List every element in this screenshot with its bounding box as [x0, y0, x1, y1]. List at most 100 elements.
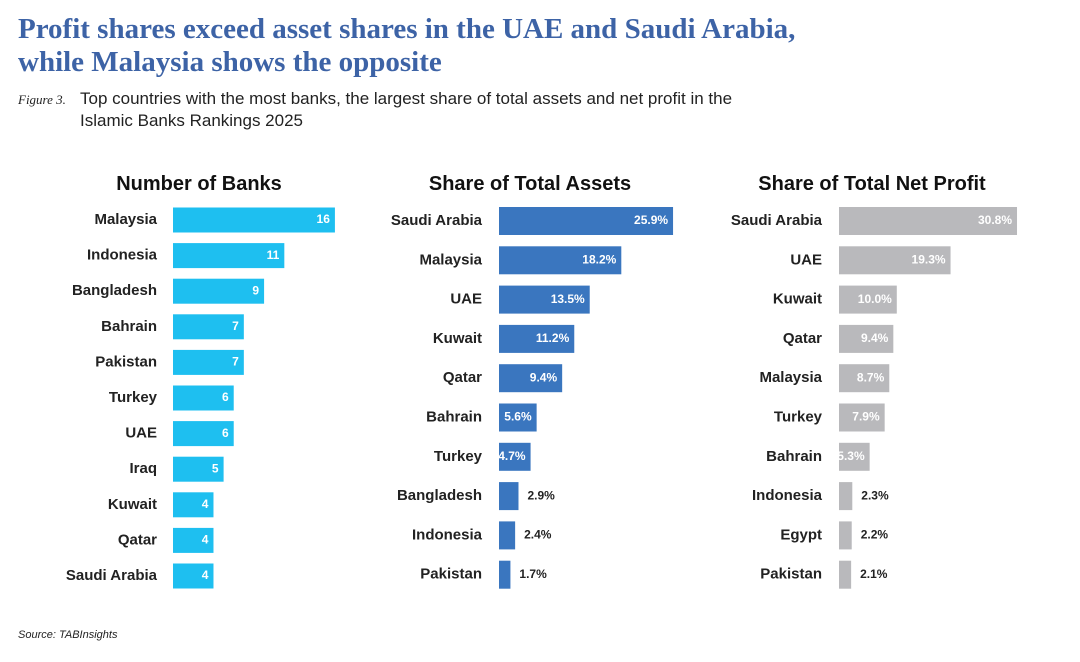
bar	[173, 563, 214, 589]
value-label: 1.7%	[519, 567, 547, 581]
bar	[839, 442, 870, 471]
value-label: 5.3%	[837, 449, 865, 463]
subtitle-text: Islamic Banks Rankings 2025	[80, 111, 303, 130]
category-label: Kuwait	[108, 496, 157, 513]
bar	[839, 482, 853, 511]
value-label: 11.2%	[536, 331, 570, 345]
bar	[839, 560, 852, 589]
value-label: 19.3%	[912, 252, 946, 266]
value-label: 2.9%	[527, 488, 555, 502]
category-label: Iraq	[129, 460, 157, 477]
value-label: 2.2%	[861, 528, 889, 542]
category-label: Bahrain	[101, 318, 157, 335]
value-label: 7.9%	[852, 410, 880, 424]
value-label: 16	[317, 212, 331, 226]
chart-title: Share of Total Assets	[429, 173, 631, 195]
bar	[173, 278, 265, 304]
bar	[173, 421, 234, 447]
bar	[499, 364, 563, 393]
value-label: 10.0%	[858, 292, 892, 306]
bar	[173, 349, 244, 375]
bar	[173, 456, 224, 482]
bar	[173, 243, 285, 269]
category-label: Qatar	[783, 330, 822, 347]
bar	[499, 403, 537, 432]
bar	[499, 285, 590, 314]
title-text: Profit shares exceed asset shares in the…	[18, 13, 795, 45]
value-label: 4	[202, 568, 209, 582]
category-label: Saudi Arabia	[66, 567, 158, 584]
subtitle: Top countries with the most banks, the l…	[80, 89, 732, 130]
bar	[839, 521, 852, 550]
value-label: 7	[232, 355, 239, 369]
value-label: 13.5%	[551, 292, 585, 306]
value-label: 2.1%	[860, 567, 888, 581]
chart-title: Number of Banks	[116, 173, 282, 195]
value-label: 30.8%	[978, 213, 1012, 227]
category-label: Malaysia	[419, 251, 482, 268]
category-label: Indonesia	[412, 526, 483, 543]
value-label: 25.9%	[634, 213, 668, 227]
category-label: Pakistan	[420, 566, 482, 583]
value-label: 2.4%	[524, 528, 552, 542]
category-label: Egypt	[780, 526, 822, 543]
category-label: Indonesia	[752, 487, 823, 504]
figure-label: Figure 3.	[17, 92, 66, 107]
category-label: Turkey	[434, 448, 483, 465]
title-line-1: Profit shares exceed asset shares in the…	[18, 13, 795, 78]
bar	[173, 207, 335, 233]
category-label: Bangladesh	[397, 487, 482, 504]
value-label: 4	[202, 533, 209, 547]
category-label: Bangladesh	[72, 282, 157, 299]
value-label: 6	[222, 426, 229, 440]
bar	[839, 364, 890, 393]
category-label: Bahrain	[766, 448, 822, 465]
bar	[499, 246, 622, 275]
value-label: 5.6%	[504, 410, 532, 424]
bar	[173, 314, 244, 340]
category-label: Turkey	[109, 389, 158, 406]
bar	[839, 246, 951, 275]
category-label: Saudi Arabia	[731, 212, 823, 229]
bar	[839, 285, 897, 314]
category-label: Indonesia	[87, 247, 158, 264]
title-text: while Malaysia shows the opposite	[18, 46, 442, 78]
source: Source: TABInsights	[18, 629, 118, 641]
category-label: Malaysia	[759, 369, 822, 386]
category-label: Kuwait	[433, 330, 482, 347]
category-label: Saudi Arabia	[391, 212, 483, 229]
bar	[173, 385, 234, 411]
subtitle-text: Top countries with the most banks, the l…	[80, 89, 732, 108]
category-label: UAE	[125, 425, 157, 442]
category-label: UAE	[450, 291, 482, 308]
category-label: UAE	[790, 251, 822, 268]
bar	[499, 482, 519, 511]
category-label: Bahrain	[426, 408, 482, 425]
value-label: 8.7%	[857, 370, 885, 384]
bar	[173, 527, 214, 553]
chart-title: Share of Total Net Profit	[758, 173, 986, 195]
value-label: 5	[212, 461, 219, 475]
value-label: 9	[252, 283, 259, 297]
value-label: 18.2%	[582, 252, 616, 266]
value-label: 11	[267, 248, 280, 262]
bar	[499, 521, 516, 550]
bar	[839, 324, 894, 353]
bar	[839, 207, 1018, 235]
bar	[499, 560, 511, 589]
value-label: 4	[202, 497, 209, 511]
value-label: 2.3%	[861, 488, 889, 502]
bar	[839, 403, 885, 432]
value-label: 7	[232, 319, 239, 333]
value-label: 9.4%	[861, 331, 889, 345]
category-label: Malaysia	[94, 211, 157, 228]
category-label: Turkey	[774, 408, 823, 425]
category-label: Qatar	[443, 369, 482, 386]
value-label: 9.4%	[530, 370, 558, 384]
bar	[499, 442, 531, 471]
bar	[499, 324, 575, 353]
category-label: Pakistan	[760, 566, 822, 583]
value-label: 4.7%	[498, 449, 526, 463]
category-label: Qatar	[118, 531, 157, 548]
